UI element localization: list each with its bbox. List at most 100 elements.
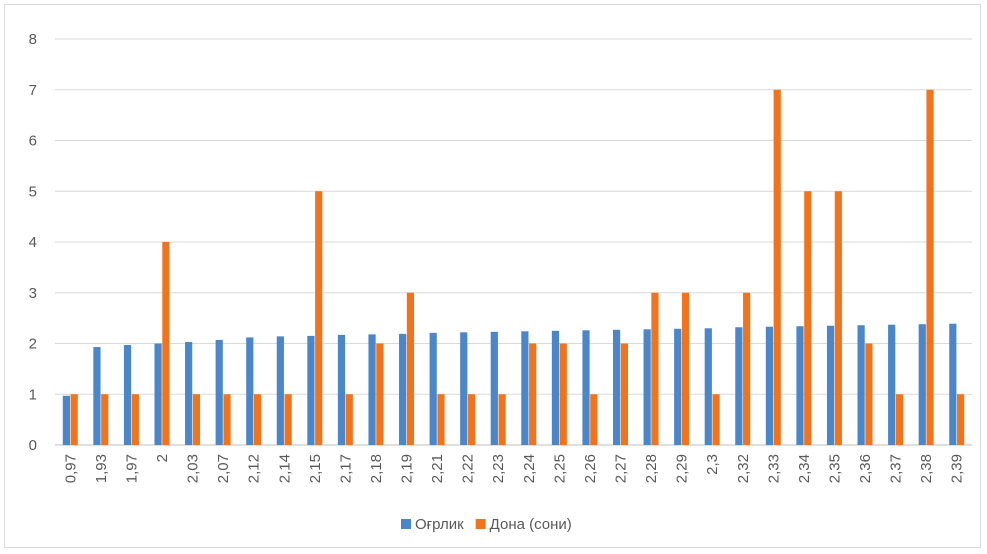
- x-tick-label: 2,14: [276, 454, 293, 483]
- bar-series-1: [276, 336, 284, 445]
- bar-series-1: [246, 337, 254, 445]
- chart-frame: 0 1 2 3 4 5 6 7 8 0,97 1,93 1,97 2 2,03 2,07 2,12 2,14 2…: [4, 4, 981, 548]
- bar-series-2: [559, 343, 567, 445]
- bar-series-1: [460, 332, 468, 445]
- x-tick-label: 2,12: [246, 454, 263, 483]
- bar-series-1: [215, 339, 223, 445]
- bar-series-2: [651, 292, 659, 445]
- bar-series-2: [70, 394, 78, 445]
- bar-series-1: [765, 326, 774, 445]
- x-tick-label: 2,22: [460, 454, 477, 483]
- bar-series-1: [185, 341, 193, 445]
- bar-series-1: [582, 330, 590, 445]
- bar-series-2: [529, 343, 537, 445]
- y-tick-label: 5: [29, 183, 37, 200]
- bar-series-2: [467, 394, 476, 445]
- y-tick-label: 0: [29, 437, 37, 454]
- bar-series-2: [345, 394, 353, 445]
- bars: [62, 89, 965, 445]
- x-tick-label: 2,29: [674, 454, 691, 483]
- bar-series-1: [888, 324, 896, 445]
- x-tick-label: 2,07: [215, 454, 232, 483]
- bar-series-2: [437, 394, 445, 445]
- bar-series-2: [101, 394, 109, 445]
- y-axis-ticks: 0 1 2 3 4 5 6 7 8: [29, 31, 37, 454]
- bar-series-1: [612, 329, 621, 445]
- x-tick-label: 2,34: [796, 454, 813, 483]
- bar-series-1: [490, 331, 498, 445]
- x-tick-label: 2,18: [368, 454, 385, 483]
- bar-series-2: [253, 394, 262, 445]
- x-tick-label: 2,37: [888, 454, 905, 483]
- bar-series-1: [796, 326, 804, 445]
- bar-series-1: [62, 395, 70, 445]
- bar-series-1: [674, 328, 682, 445]
- x-tick-label: 2,35: [826, 454, 843, 483]
- bar-series-1: [643, 329, 651, 445]
- x-tick-label: 2,19: [399, 454, 416, 483]
- x-tick-label: 2,26: [582, 454, 599, 483]
- bar-series-1: [857, 325, 865, 445]
- bar-series-2: [315, 191, 323, 445]
- x-tick-label: 2,24: [521, 454, 538, 483]
- bar-series-1: [154, 343, 162, 445]
- x-axis-ticks: 0,97 1,93 1,97 2 2,03 2,07 2,12 2,14 2,15 2,17 2,1…: [62, 454, 965, 483]
- bar-series-2: [498, 394, 506, 445]
- bar-series-2: [620, 343, 628, 445]
- y-tick-label: 6: [29, 133, 37, 150]
- bar-series-1: [521, 331, 529, 445]
- bar-series-1: [399, 333, 407, 445]
- x-tick-label: 2,27: [612, 454, 629, 483]
- x-tick-label: 2,39: [949, 454, 966, 483]
- bar-series-2: [712, 394, 720, 445]
- bar-series-1: [949, 323, 957, 445]
- bar-series-2: [834, 191, 842, 445]
- x-tick-label: 2,3: [704, 454, 721, 475]
- bar-series-1: [307, 335, 315, 445]
- legend-swatch-series-1: [401, 519, 411, 529]
- bar-chart: 0 1 2 3 4 5 6 7 8 0,97 1,93 1,97 2 2,03 2,07 2,12 2,14 2…: [29, 31, 972, 533]
- bar-series-2: [773, 89, 781, 445]
- bar-series-1: [93, 347, 101, 445]
- bar-series-1: [918, 324, 926, 445]
- x-tick-label: 2: [154, 454, 171, 462]
- bar-series-2: [131, 394, 139, 445]
- x-tick-label: 0,97: [62, 454, 79, 483]
- x-tick-label: 2,21: [429, 454, 446, 483]
- x-tick-label: 2,33: [765, 454, 782, 483]
- x-tick-label: 2,25: [551, 454, 568, 483]
- bar-series-1: [429, 332, 437, 445]
- x-tick-label: 2,32: [735, 454, 752, 483]
- legend-swatch-series-2: [475, 519, 486, 529]
- y-tick-label: 3: [29, 285, 37, 302]
- x-tick-label: 2,38: [918, 454, 935, 483]
- bar-series-1: [826, 325, 835, 445]
- bar-series-2: [376, 343, 384, 445]
- bar-series-2: [957, 394, 965, 445]
- legend: Оғрлик Дона (сони): [401, 516, 572, 533]
- bar-series-2: [865, 343, 873, 445]
- x-tick-label: 2,36: [857, 454, 874, 483]
- x-tick-label: 1,97: [123, 454, 140, 483]
- y-tick-label: 1: [29, 386, 37, 403]
- bar-series-2: [804, 191, 812, 445]
- bar-series-1: [337, 334, 346, 445]
- y-tick-label: 2: [29, 336, 37, 353]
- y-tick-label: 8: [29, 31, 37, 48]
- bar-series-2: [926, 89, 934, 445]
- bar-series-2: [590, 394, 598, 445]
- bar-series-2: [743, 292, 751, 445]
- y-tick-label: 4: [29, 234, 37, 251]
- bar-series-1: [123, 345, 132, 445]
- x-tick-label: 2,03: [185, 454, 202, 483]
- bar-series-2: [284, 394, 292, 445]
- legend-label-series-1: Оғрлик: [415, 516, 464, 533]
- x-tick-label: 2,28: [643, 454, 660, 483]
- legend-label-series-2: Дона (сони): [490, 516, 572, 533]
- bar-series-2: [681, 292, 690, 445]
- x-tick-label: 2,17: [337, 454, 354, 483]
- bar-series-1: [551, 330, 560, 445]
- bar-series-1: [368, 334, 376, 445]
- bar-series-2: [162, 242, 170, 445]
- x-tick-label: 1,93: [93, 454, 110, 483]
